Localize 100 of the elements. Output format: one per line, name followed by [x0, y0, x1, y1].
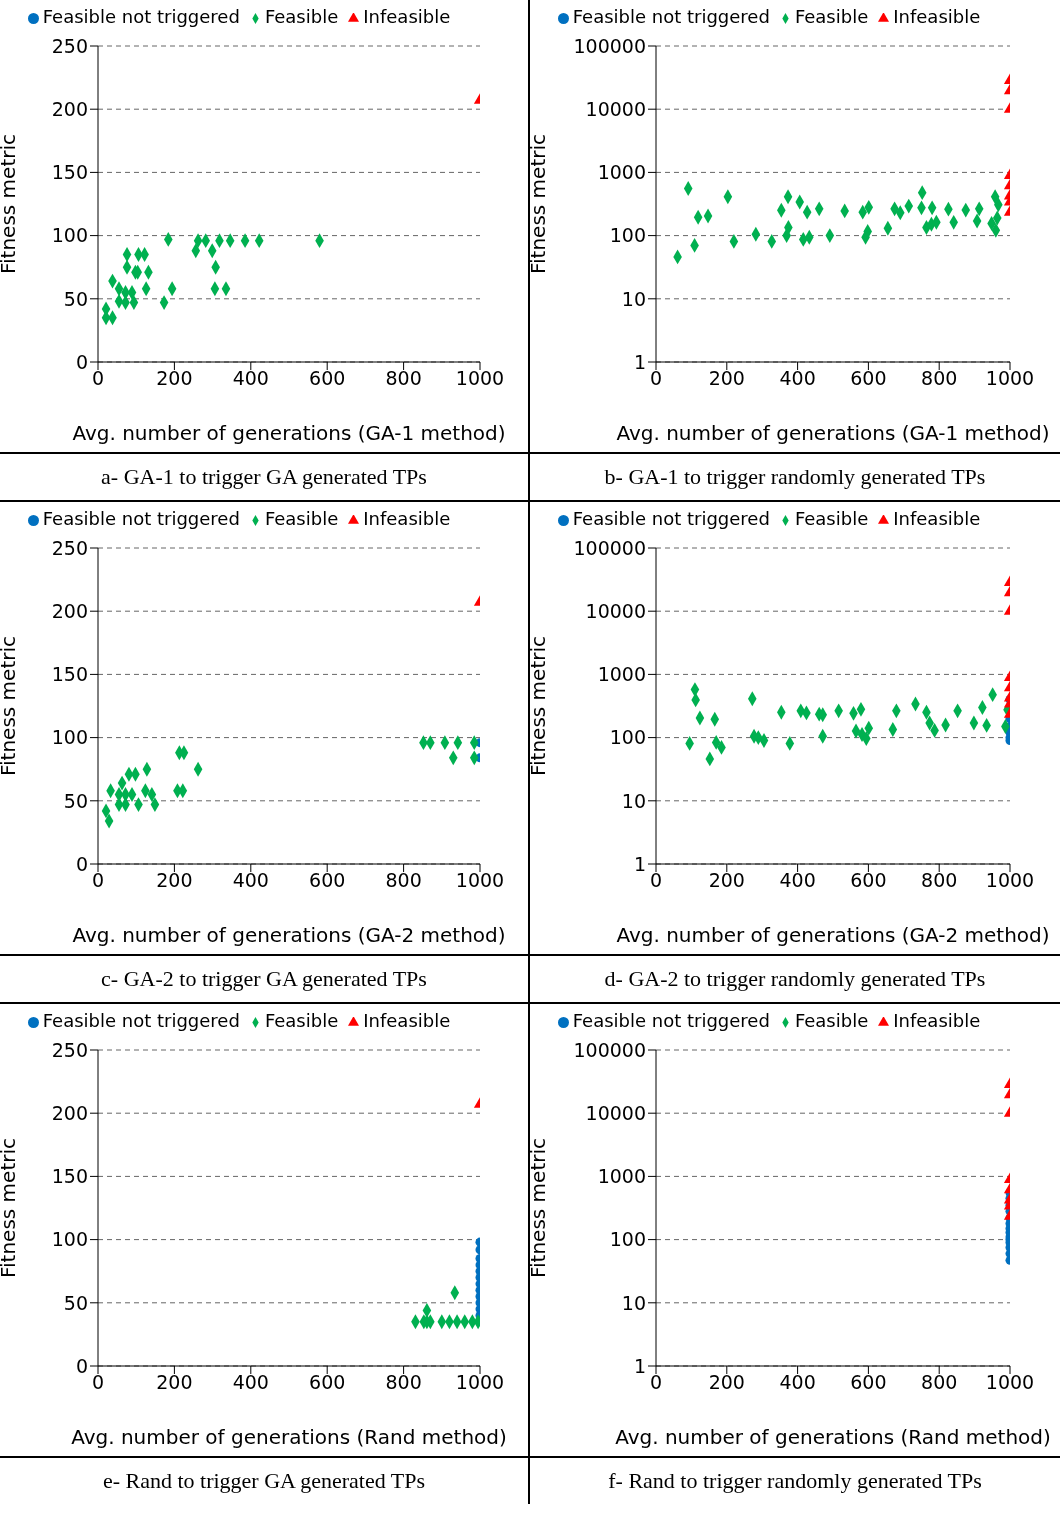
y-tick-label: 0: [75, 852, 88, 875]
x-tick-label: 1000: [985, 1371, 1035, 1394]
y-tick-label: 100: [609, 726, 646, 749]
y-tick-label: 1000: [597, 663, 646, 686]
y-tick-label: 100: [51, 1228, 88, 1251]
x-tick-label: 800: [385, 367, 422, 390]
y-tick-label: 50: [63, 287, 88, 310]
x-tick-label: 0: [649, 869, 663, 892]
x-tick-label: 200: [156, 869, 193, 892]
x-tick-label: 1000: [455, 1371, 505, 1394]
x-tick-label: 400: [779, 869, 816, 892]
x-tick-label: 0: [91, 1371, 105, 1394]
y-tick-label: 100000: [573, 536, 646, 559]
y-tick-label: 0: [75, 1354, 88, 1377]
x-axis-title: Avg. number of generations (GA-1 method): [72, 421, 506, 445]
y-tick-label: 100: [51, 726, 88, 749]
x-tick-label: 1000: [455, 367, 505, 390]
legend-label: Feasible not triggered: [42, 508, 240, 529]
x-tick-label: 600: [309, 1371, 346, 1394]
x-tick-label: 200: [156, 367, 193, 390]
y-tick-label: 1000: [597, 1165, 646, 1188]
x-axis-title: Avg. number of generations (Rand method): [615, 1425, 1051, 1449]
legend-label: Feasible: [264, 508, 339, 529]
y-tick-label: 10000: [585, 97, 646, 120]
text: d- GA-2 to trigger randomly generated TPs: [604, 966, 986, 992]
x-tick-label: 400: [232, 1371, 269, 1394]
x-tick-label: 400: [232, 869, 269, 892]
y-tick-label: 1: [633, 350, 646, 373]
x-tick-label: 1000: [985, 367, 1035, 390]
y-tick-label: 100000: [573, 1038, 646, 1061]
x-tick-label: 600: [309, 367, 346, 390]
x-tick-label: 200: [708, 1371, 745, 1394]
x-tick-label: 600: [309, 869, 346, 892]
y-axis-title: Fitness metric: [526, 635, 551, 777]
y-tick-label: 250: [51, 1038, 88, 1061]
x-tick-label: 0: [649, 1371, 663, 1394]
y-axis-title: Fitness metric: [526, 1137, 551, 1279]
y-tick-label: 1000: [597, 161, 646, 184]
x-tick-label: 0: [91, 367, 105, 390]
x-tick-label: 800: [385, 1371, 422, 1394]
y-tick-label: 250: [51, 34, 88, 57]
legend-label: Infeasible: [893, 6, 981, 27]
legend-label: Infeasible: [893, 508, 981, 529]
y-tick-label: 100: [609, 224, 646, 247]
y-tick-label: 0: [75, 350, 88, 373]
legend-label: Feasible not triggered: [42, 1010, 240, 1031]
text: b- GA-1 to trigger randomly generated TPs: [604, 464, 986, 490]
x-tick-label: 600: [850, 367, 887, 390]
y-tick-label: 200: [51, 97, 88, 120]
y-tick-label: 1: [633, 852, 646, 875]
legend-label: Infeasible: [363, 1010, 451, 1031]
y-tick-label: 150: [51, 663, 88, 686]
x-tick-label: 600: [850, 1371, 887, 1394]
y-tick-label: 100000: [573, 34, 646, 57]
x-tick-label: 800: [921, 869, 958, 892]
legend-label: Feasible: [264, 6, 339, 27]
x-tick-label: 400: [779, 367, 816, 390]
x-axis-title: Avg. number of generations (GA-2 method): [616, 923, 1050, 947]
legend-label: Infeasible: [893, 1010, 981, 1031]
x-axis-title: Avg. number of generations (GA-1 method): [616, 421, 1050, 445]
text: e- Rand to trigger GA generated TPs: [102, 1468, 426, 1494]
legend-label: Feasible not triggered: [572, 6, 770, 27]
y-tick-label: 10: [621, 1291, 646, 1314]
y-tick-label: 10000: [585, 1101, 646, 1124]
x-tick-label: 1000: [985, 869, 1035, 892]
y-axis-title: Fitness metric: [0, 1137, 21, 1279]
legend-label: Feasible: [794, 1010, 869, 1031]
x-tick-label: 800: [385, 869, 422, 892]
y-tick-label: 200: [51, 599, 88, 622]
legend-label: Feasible not triggered: [42, 6, 240, 27]
text: c- GA-2 to trigger GA generated TPs: [101, 966, 427, 992]
y-tick-label: 250: [51, 536, 88, 559]
x-tick-label: 200: [708, 367, 745, 390]
legend-label: Feasible not triggered: [572, 1010, 770, 1031]
y-tick-label: 10: [621, 287, 646, 310]
x-tick-label: 400: [779, 1371, 816, 1394]
x-tick-label: 200: [708, 869, 745, 892]
y-tick-label: 150: [51, 161, 88, 184]
legend-label: Feasible: [794, 508, 869, 529]
legend-label: Feasible not triggered: [572, 508, 770, 529]
x-tick-label: 800: [921, 1371, 958, 1394]
x-tick-label: 0: [649, 367, 663, 390]
text: f- Rand to trigger randomly generated TPs: [608, 1468, 982, 1494]
x-axis-title: Avg. number of generations (GA-2 method): [72, 923, 506, 947]
legend-label: Feasible: [794, 6, 869, 27]
y-tick-label: 200: [51, 1101, 88, 1124]
y-axis-title: Fitness metric: [0, 133, 21, 275]
y-tick-label: 1: [633, 1354, 646, 1377]
legend-label: Infeasible: [363, 508, 451, 529]
y-tick-label: 150: [51, 1165, 88, 1188]
x-tick-label: 0: [91, 869, 105, 892]
y-tick-label: 10: [621, 789, 646, 812]
text: a- GA-1 to trigger GA generated TPs: [101, 464, 427, 490]
legend-label: Feasible: [264, 1010, 339, 1031]
x-tick-label: 200: [156, 1371, 193, 1394]
y-tick-label: 50: [63, 789, 88, 812]
y-tick-label: 10000: [585, 599, 646, 622]
x-tick-label: 800: [921, 367, 958, 390]
x-tick-label: 400: [232, 367, 269, 390]
x-axis-title: Avg. number of generations (Rand method): [71, 1425, 507, 1449]
